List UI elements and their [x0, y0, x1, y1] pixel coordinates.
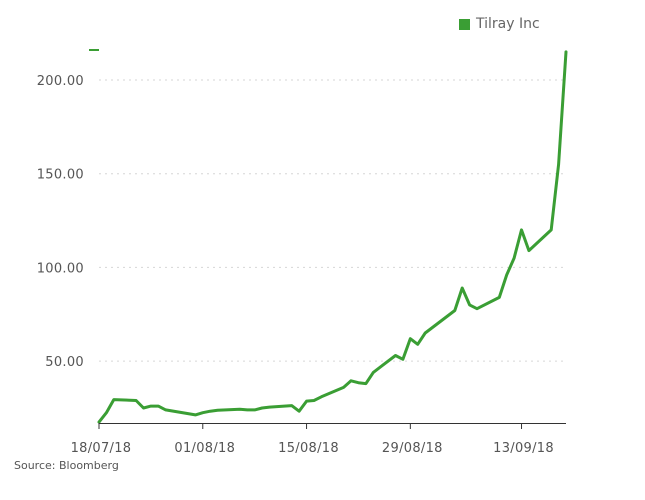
y-tick-label: 50.00	[45, 355, 84, 370]
source-note: Source: Bloomberg	[14, 459, 119, 472]
y-tick-label: 200.00	[37, 74, 84, 89]
x-axis-tick-labels: 18/07/18 01/08/18 15/08/18 29/08/18 13/09/18	[71, 423, 554, 456]
legend: Tilray Inc	[459, 16, 540, 32]
series-layer	[97, 50, 568, 424]
y-tick-label: 150.00	[37, 168, 84, 183]
y-tick-label: 100.00	[37, 261, 84, 276]
series-line-tilray	[97, 50, 568, 424]
x-tick-label: 01/08/18	[174, 441, 235, 456]
x-tick-label: 13/09/18	[493, 441, 554, 456]
y-axis-tick-labels: 50.00 100.00 150.00 200.00	[37, 74, 84, 370]
legend-label: Tilray Inc	[476, 16, 540, 32]
legend-swatch	[459, 18, 470, 30]
gridlines	[99, 79, 566, 362]
x-tick-label: 15/08/18	[278, 441, 339, 456]
x-tick-label: 29/08/18	[382, 441, 443, 456]
x-tick-label: 18/07/18	[71, 441, 132, 456]
